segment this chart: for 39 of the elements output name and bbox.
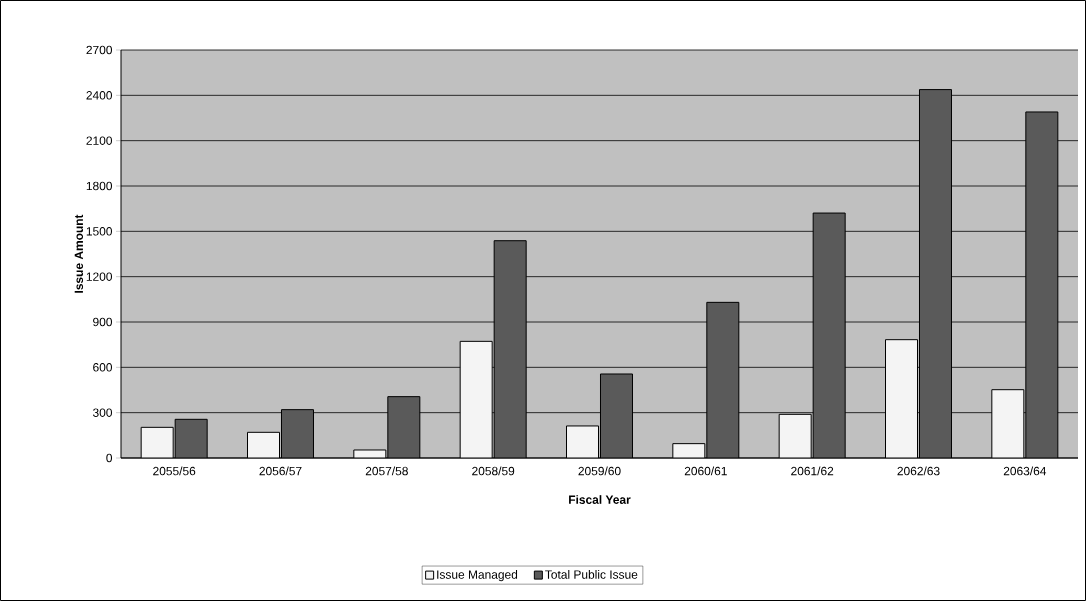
bar xyxy=(778,413,812,458)
x-tick-label: 2063/64 xyxy=(1003,466,1047,476)
x-axis-title: Fiscal Year xyxy=(569,495,631,504)
bar xyxy=(706,301,740,458)
y-axis-title: Issue Amount xyxy=(74,214,84,293)
y-tick-label: 1800 xyxy=(86,181,113,191)
y-tick-label: 900 xyxy=(93,317,113,327)
x-tick-label: 2060/61 xyxy=(684,466,727,476)
bar xyxy=(459,340,493,458)
x-tick-label: 2061/62 xyxy=(791,466,834,476)
y-tick-label: 2700 xyxy=(86,45,113,55)
bar xyxy=(885,339,918,458)
bar xyxy=(919,89,952,458)
x-tick-label: 2059/60 xyxy=(578,466,621,476)
x-tick-label: 2058/59 xyxy=(472,466,515,476)
legend-label: Total Public Issue xyxy=(545,570,638,579)
y-tick-label: 1200 xyxy=(86,272,113,281)
bar xyxy=(247,431,280,458)
bar xyxy=(1025,111,1059,458)
x-tick-label: 2056/57 xyxy=(259,466,302,476)
bar xyxy=(991,389,1025,458)
y-tick-label: 300 xyxy=(92,408,113,417)
y-tick-label: 1500 xyxy=(86,227,113,236)
x-tick-label: 2062/63 xyxy=(897,466,940,476)
y-tick-label: 600 xyxy=(93,363,113,372)
bar xyxy=(387,396,421,458)
x-tick-label: 2057/58 xyxy=(365,466,408,476)
bar xyxy=(566,425,599,458)
bar xyxy=(493,240,527,458)
y-tick-label: 2100 xyxy=(86,136,113,145)
x-tick-label: 2055/56 xyxy=(153,466,196,476)
legend-label: Issue Managed xyxy=(437,570,518,582)
bar xyxy=(812,212,846,458)
bar xyxy=(281,409,314,458)
bar xyxy=(140,426,174,458)
y-tick-label: 2400 xyxy=(86,91,113,100)
bar xyxy=(600,373,633,458)
y-tick-label: 0 xyxy=(106,453,113,463)
bar xyxy=(174,418,208,458)
